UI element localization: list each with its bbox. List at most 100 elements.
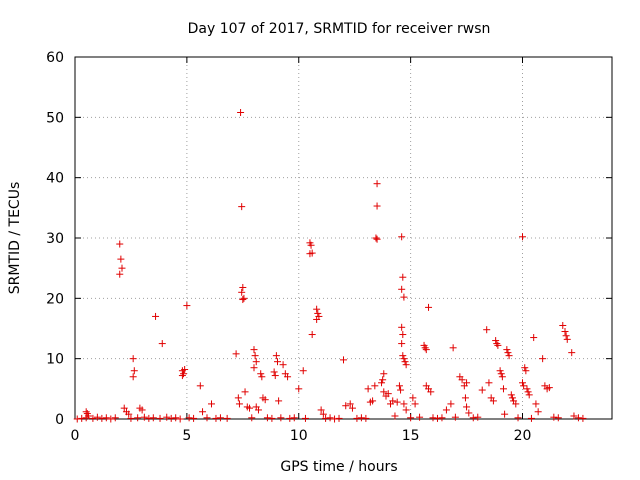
- data-point: [268, 414, 276, 422]
- data-point: [129, 373, 137, 381]
- data-point: [574, 414, 582, 422]
- data-point: [248, 414, 256, 422]
- data-point: [438, 414, 446, 422]
- data-point: [530, 334, 538, 342]
- data-point: [127, 414, 135, 422]
- data-point: [422, 346, 430, 354]
- data-point: [493, 340, 501, 348]
- data-point: [371, 382, 379, 390]
- data-point: [107, 415, 115, 423]
- axis-ticks: 0 5 10 15 20 0 10 20 30 40 50 60: [46, 50, 612, 444]
- data-point: [89, 414, 97, 422]
- data-point: [399, 331, 407, 339]
- data-point: [241, 388, 249, 396]
- y-tick-label: 50: [46, 110, 64, 126]
- data-point: [401, 358, 409, 366]
- data-point: [507, 391, 515, 399]
- data-point: [463, 379, 471, 387]
- data-point: [117, 255, 125, 263]
- data-point: [301, 414, 309, 422]
- data-point: [402, 361, 410, 369]
- data-point: [140, 413, 148, 421]
- data-point: [474, 413, 482, 421]
- data-point: [425, 303, 433, 311]
- data-point: [442, 406, 450, 414]
- data-point: [463, 403, 471, 411]
- y-tick-label: 60: [46, 50, 64, 66]
- data-point: [393, 398, 401, 406]
- data-point: [447, 400, 455, 408]
- data-point: [290, 414, 298, 422]
- x-tick-label: 15: [402, 428, 420, 444]
- data-point: [398, 340, 406, 348]
- data-point: [82, 408, 90, 416]
- data-point: [254, 406, 262, 414]
- data-point: [550, 413, 558, 421]
- data-point: [499, 385, 507, 393]
- data-point: [397, 386, 405, 394]
- data-point: [545, 384, 553, 392]
- data-point: [138, 406, 146, 414]
- y-tick-label: 10: [46, 352, 64, 368]
- data-point: [238, 288, 246, 296]
- data-point: [357, 414, 365, 422]
- data-point: [384, 390, 392, 398]
- data-point: [111, 414, 119, 422]
- data-point: [203, 414, 211, 422]
- data-point: [433, 414, 441, 422]
- data-point: [427, 388, 435, 396]
- data-point: [223, 414, 231, 422]
- data-point: [258, 373, 266, 381]
- data-point: [308, 331, 316, 339]
- data-point: [176, 415, 184, 423]
- data-point: [250, 364, 258, 372]
- data-point: [232, 350, 240, 358]
- data-point: [346, 400, 354, 408]
- data-point: [239, 296, 247, 304]
- data-point: [451, 413, 459, 421]
- data-point: [167, 414, 175, 422]
- data-point: [172, 414, 180, 422]
- data-point: [152, 312, 160, 320]
- data-point: [399, 352, 407, 360]
- data-point: [149, 414, 157, 422]
- data-point: [277, 414, 285, 422]
- data-point: [380, 388, 388, 396]
- data-point: [216, 414, 224, 422]
- data-point: [252, 358, 260, 366]
- data-point: [534, 408, 542, 416]
- data-point: [520, 382, 528, 390]
- data-point: [449, 344, 457, 352]
- data-point: [429, 414, 437, 422]
- data-point: [313, 315, 321, 323]
- data-point: [134, 414, 142, 422]
- data-point: [497, 370, 505, 378]
- data-point: [554, 414, 562, 422]
- data-point: [498, 373, 506, 381]
- data-point: [102, 414, 110, 422]
- y-tick-label: 40: [46, 171, 64, 187]
- data-point: [331, 415, 339, 423]
- data-point: [273, 358, 281, 366]
- data-point: [504, 349, 512, 357]
- data-point: [272, 352, 280, 360]
- grid: [75, 57, 612, 419]
- data-point: [340, 356, 347, 364]
- data-point: [98, 414, 106, 422]
- data-point: [369, 397, 377, 405]
- data-point: [508, 394, 516, 402]
- data-point: [251, 352, 259, 360]
- data-point: [503, 346, 511, 354]
- data-point: [372, 234, 380, 242]
- data-point: [465, 409, 473, 417]
- data-point: [84, 412, 92, 420]
- data-point: [505, 352, 513, 360]
- data-point: [116, 270, 124, 278]
- data-point: [559, 321, 567, 329]
- data-point: [483, 326, 491, 334]
- data-point: [295, 385, 303, 393]
- data-point: [284, 373, 292, 381]
- data-point: [398, 233, 406, 241]
- data-point: [362, 414, 370, 422]
- data-point: [458, 376, 466, 384]
